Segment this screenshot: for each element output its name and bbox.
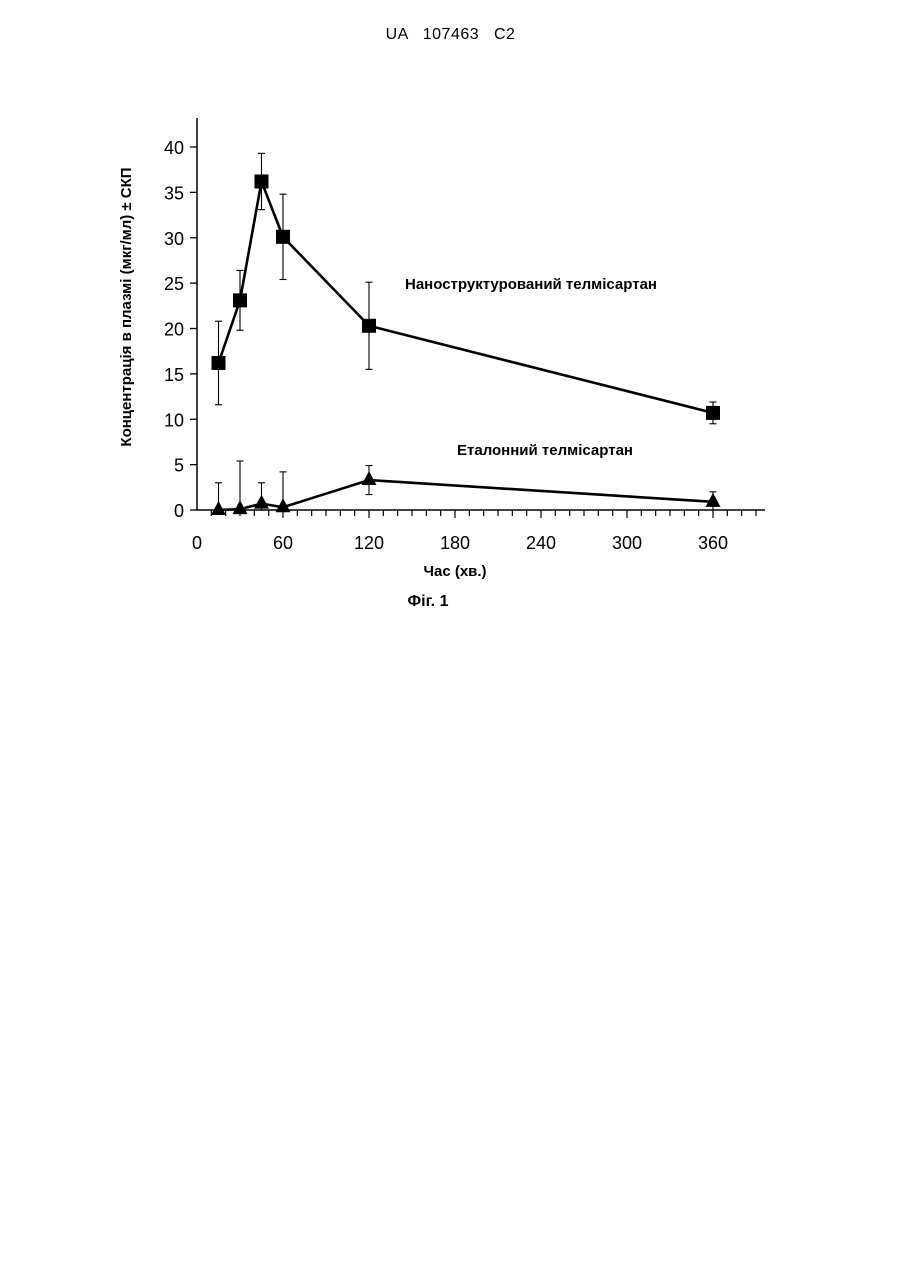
data-point-triangle	[362, 471, 377, 485]
data-point-square	[233, 293, 247, 307]
x-tick-label: 0	[192, 533, 202, 553]
series-line-nanostructured	[219, 181, 714, 412]
y-tick-label: 15	[164, 365, 184, 385]
y-tick-label: 35	[164, 183, 184, 203]
y-axis-ticks: 0 5 10 15 20 25 30 35 40	[164, 138, 197, 521]
y-axis-title: Концентрація в плазмі (мкг/мл) ± СКП	[118, 167, 135, 446]
series-label-nanostructured: Наноструктурований телмісартан	[405, 276, 657, 293]
x-tick-label: 240	[526, 533, 556, 553]
y-tick-label: 5	[174, 456, 184, 476]
x-axis-ticks: 0 60 120 180 240 300 360	[192, 510, 756, 553]
x-axis-title: Час (хв.)	[423, 563, 486, 580]
chart-marks	[211, 153, 721, 515]
y-tick-label: 20	[164, 320, 184, 340]
pharmacokinetic-chart: 0 5 10 15 20 25 30 35 40 0 60 120 180 240 300 360 Конц…	[0, 0, 901, 640]
data-point-square	[362, 319, 376, 333]
series-label-reference: Еталонний телмісартан	[457, 442, 633, 459]
data-point-square	[706, 406, 720, 420]
figure-caption: Фіг. 1	[408, 593, 449, 610]
x-tick-label: 360	[698, 533, 728, 553]
data-point-square	[212, 356, 226, 370]
data-point-square	[255, 174, 269, 188]
y-tick-label: 30	[164, 229, 184, 249]
x-tick-label: 180	[440, 533, 470, 553]
data-point-square	[276, 230, 290, 244]
y-tick-label: 10	[164, 410, 184, 430]
y-tick-label: 25	[164, 274, 184, 294]
y-tick-label: 40	[164, 138, 184, 158]
y-tick-label: 0	[174, 501, 184, 521]
data-point-triangle	[706, 493, 721, 507]
x-tick-label: 300	[612, 533, 642, 553]
data-point-triangle	[254, 495, 269, 509]
series-line-reference	[219, 480, 714, 510]
data-point-triangle	[211, 501, 226, 515]
series-reference	[211, 461, 721, 515]
x-tick-label: 60	[273, 533, 293, 553]
x-tick-label: 120	[354, 533, 384, 553]
